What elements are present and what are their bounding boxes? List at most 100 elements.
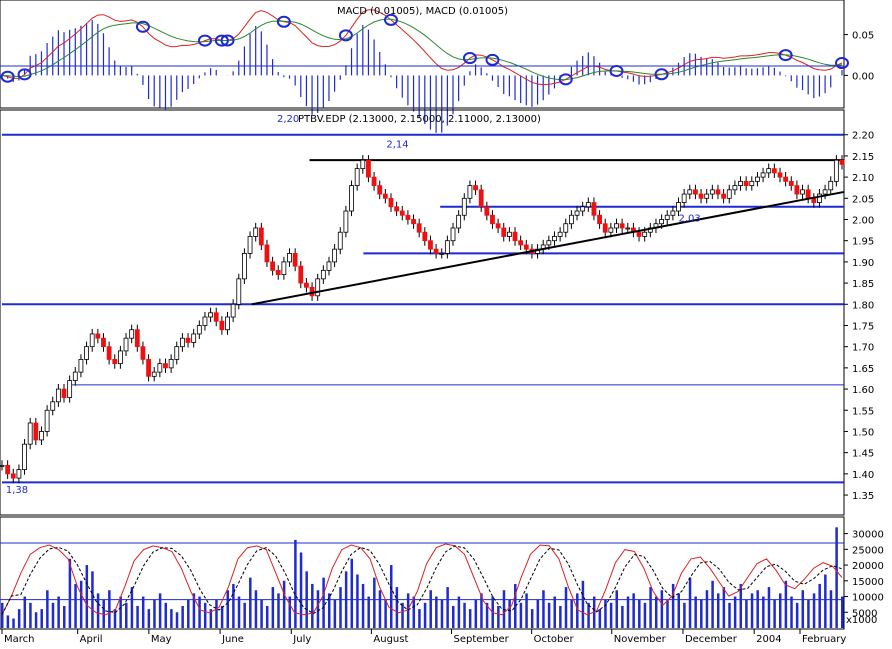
volume-tick-label: 5000 xyxy=(852,608,877,619)
volume-bar xyxy=(666,599,669,628)
volume-frame xyxy=(0,516,845,630)
volume-bar xyxy=(615,590,618,628)
volume-bar xyxy=(311,583,314,628)
candle-body xyxy=(574,210,580,216)
volume-bar xyxy=(401,602,404,628)
volume-bar xyxy=(767,587,771,628)
candle-body xyxy=(388,197,394,208)
volume-bar xyxy=(716,593,720,628)
volume-bar xyxy=(598,609,602,628)
volume-bar xyxy=(389,565,393,628)
x-tick-label: July xyxy=(292,634,311,645)
macd-legend: MACD (0.01005), MACD (0.01005) xyxy=(337,6,508,17)
candle-body xyxy=(670,210,676,216)
volume-bar xyxy=(6,615,10,628)
x-tick-label: December xyxy=(685,634,738,645)
candle-body xyxy=(10,473,16,479)
candle-body xyxy=(800,189,805,195)
volume-bar xyxy=(119,596,122,628)
candle-body xyxy=(253,227,259,237)
macd-line xyxy=(1,9,843,86)
annotation-support-203: 2,03 xyxy=(679,214,701,225)
volume-bars xyxy=(1,527,844,628)
candle-body xyxy=(591,202,597,216)
candle-body xyxy=(247,236,253,254)
x-tick-label: September xyxy=(454,634,510,645)
candle-body xyxy=(766,168,772,174)
volume-bar xyxy=(429,590,432,628)
candle-body xyxy=(805,189,811,199)
x-tick-label: April xyxy=(80,634,103,645)
volume-bar xyxy=(570,599,573,628)
candle-body xyxy=(191,333,197,343)
candle-body xyxy=(394,206,400,212)
price-legend-prefix: 2,20 xyxy=(277,114,299,125)
candle-body xyxy=(236,278,242,305)
candle-body xyxy=(411,219,416,225)
macd-crossover-marker xyxy=(485,53,500,66)
candle-body xyxy=(196,325,202,335)
candle-body xyxy=(16,469,22,479)
candle-body xyxy=(794,185,800,195)
price-tick-label: 1.60 xyxy=(852,385,874,396)
candle-body xyxy=(360,159,366,170)
volume-bar xyxy=(226,590,230,628)
candle-body xyxy=(523,244,529,250)
stochastic-d-line xyxy=(1,545,843,615)
volume-bar xyxy=(581,580,585,628)
volume-bar xyxy=(316,590,320,628)
volume-bar xyxy=(784,580,788,628)
macd-crossover-marker xyxy=(383,13,398,26)
candle-body xyxy=(315,278,321,297)
volume-bar xyxy=(452,605,455,628)
macd-crossover-marker xyxy=(558,73,573,86)
volume-bar xyxy=(638,599,641,628)
candle-body xyxy=(433,248,439,254)
volume-bar xyxy=(232,583,235,628)
candle-body xyxy=(512,231,518,242)
volume-bar xyxy=(468,609,472,628)
volume-bar xyxy=(141,596,145,628)
candle-body xyxy=(659,219,664,225)
candle-body xyxy=(608,227,614,233)
x-tick-label: October xyxy=(534,634,575,645)
volume-bar xyxy=(418,609,421,628)
price-tick-label: 1.50 xyxy=(852,427,874,438)
volume-bar xyxy=(294,539,297,628)
candle-body xyxy=(230,303,236,318)
volume-bar xyxy=(192,593,196,628)
volume-bar xyxy=(367,596,370,628)
volume-bar xyxy=(198,596,201,628)
candle-body xyxy=(461,197,467,216)
volume-bar xyxy=(818,583,821,628)
candle-body xyxy=(783,176,789,182)
candle-body xyxy=(309,286,315,297)
volume-bar xyxy=(327,593,331,628)
candle-body xyxy=(501,227,507,237)
volume-bar xyxy=(29,602,32,628)
candle-body xyxy=(219,320,225,331)
candle-body xyxy=(180,337,185,348)
volume-panel: 30000 25000 20000 15000 10000 5000 x1000 xyxy=(0,516,884,630)
volume-bar xyxy=(440,599,444,628)
candle-body xyxy=(636,231,642,237)
volume-bar xyxy=(745,599,748,628)
volume-bar xyxy=(158,593,162,628)
price-tick-label: 1.40 xyxy=(852,470,874,481)
candle-body xyxy=(444,240,450,254)
candle-body xyxy=(738,180,743,186)
volume-bar xyxy=(514,583,517,628)
price-frame xyxy=(0,109,845,516)
macd-crossover-marker xyxy=(197,34,212,47)
candle-body xyxy=(585,202,591,208)
candle-body xyxy=(117,350,123,365)
price-tick-label: 2.00 xyxy=(852,216,874,227)
volume-bar xyxy=(604,599,607,628)
volume-bar xyxy=(649,587,652,628)
price-tick-label: 1.55 xyxy=(852,406,874,417)
volume-bar xyxy=(824,574,827,628)
volume-bar xyxy=(322,577,325,628)
annotation-low-138: 1,38 xyxy=(6,485,28,496)
candle-body xyxy=(84,346,89,360)
